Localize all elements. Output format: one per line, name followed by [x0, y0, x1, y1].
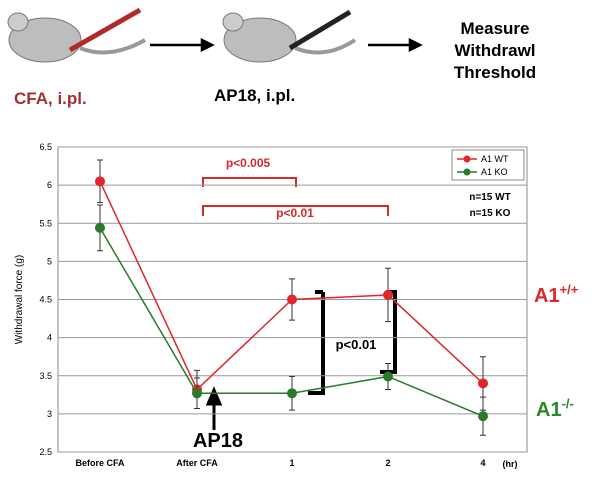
x-axis-label: (hr) — [503, 459, 518, 469]
y-tick-label: 4.5 — [39, 295, 52, 305]
data-point — [383, 371, 393, 382]
arrow — [150, 37, 423, 53]
data-point — [478, 411, 488, 422]
data-point — [287, 294, 297, 305]
y-tick-label: 6 — [47, 180, 52, 190]
y-tick-label: 5.5 — [39, 218, 52, 228]
data-point — [192, 388, 202, 399]
y-tick-label: 6.5 — [39, 142, 52, 152]
x-tick-label: 1 — [289, 458, 295, 468]
legend-label: A1 WT — [481, 154, 509, 164]
x-tick-label: After CFA — [176, 458, 218, 468]
step-label: Measure Withdrawl Threshold — [453, 19, 537, 82]
legend-swatch — [463, 168, 471, 176]
annotation: AP18 — [193, 430, 243, 452]
bracket — [202, 177, 389, 216]
mouse-icon — [222, 9, 357, 63]
annotation-superscript: +/+ — [560, 282, 579, 297]
legend-label: A1 KO — [481, 167, 508, 177]
step-label: AP18, i.pl. — [214, 86, 296, 105]
y-axis-label: Withdrawal force (g) — [14, 255, 25, 344]
annotation: p<0.01 — [336, 337, 377, 352]
x-tick-label: Before CFA — [75, 458, 125, 468]
annotation: p<0.005 — [226, 156, 271, 170]
data-point — [287, 388, 297, 399]
mouse-icon — [7, 7, 146, 63]
annotation: A1-/- — [536, 396, 574, 421]
y-tick-label: 5 — [47, 256, 52, 266]
legend: A1 WT A1 KO — [451, 149, 525, 181]
x-tick-label: 2 — [385, 458, 391, 468]
legend-swatch — [463, 155, 471, 163]
annotation: A1+/+ — [534, 282, 579, 307]
y-tick-label: 2.5 — [39, 447, 52, 457]
annotation-superscript: -/- — [562, 396, 574, 411]
annotation: n=15 KO — [470, 208, 511, 219]
step-label: CFA, i.pl. — [14, 89, 87, 108]
legend-box — [451, 149, 525, 181]
y-tick-label: 3 — [47, 409, 52, 419]
arrow — [205, 386, 223, 430]
data-point — [95, 176, 105, 187]
x-tick-label: 4 — [480, 458, 486, 468]
annotation: n=15 WT — [469, 192, 510, 203]
y-tick-label: 4 — [47, 333, 52, 343]
y-tick-label: 3.5 — [39, 371, 52, 381]
data-point — [478, 378, 488, 389]
annotation: p<0.01 — [276, 206, 314, 220]
data-point — [383, 289, 393, 300]
data-point — [95, 222, 105, 233]
